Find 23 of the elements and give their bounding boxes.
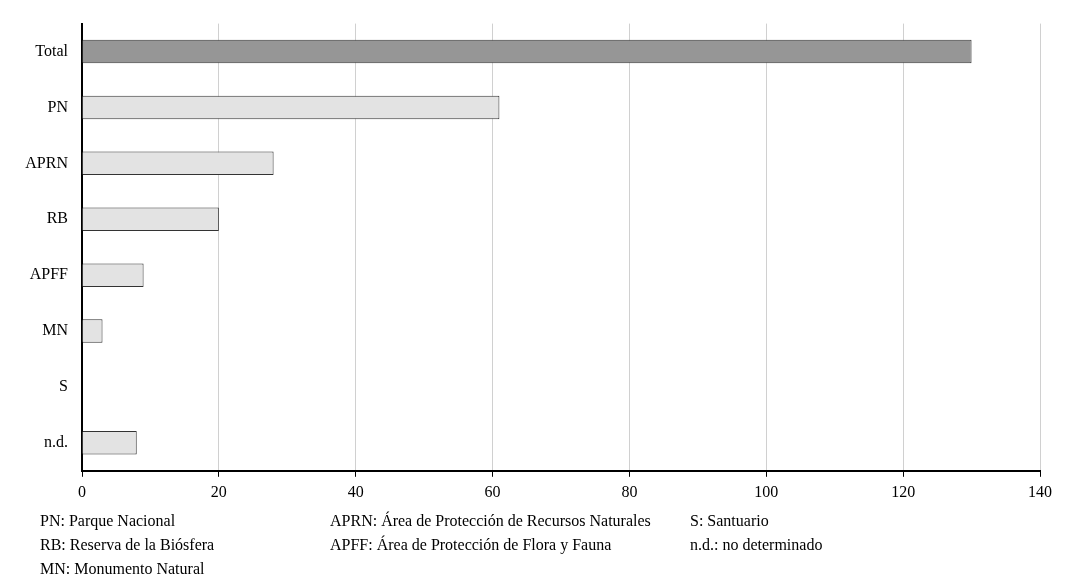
text: APRN: Área de Protección de Recursos Naturales [330,510,652,531]
x-tick-label: 100 [754,482,779,500]
text: RB: Reserva de la Biósfera [40,535,216,555]
text: n.d.: no determinado [690,535,824,555]
y-tick-label: Total [35,41,69,59]
y-tick-label: RB [46,209,68,227]
y-tick-label: S [59,377,68,395]
x-tick-label: 80 [621,482,638,500]
y-tick-label: n.d. [44,433,68,451]
y-tick-label: APFF [29,265,69,283]
y-tick-label: MN [42,321,69,339]
text: MN: Monumento Natural [40,559,206,579]
x-tick-label: 20 [210,482,227,500]
text: APFF: Área de Protección de Flora y Fauna [330,534,613,556]
x-tick-label: 0 [78,482,86,500]
x-tick-label: 120 [891,482,916,500]
text: PN: Parque Nacional [40,511,177,532]
y-tick-label: PN [47,97,69,115]
text: S: Santuario [690,511,770,531]
x-tick-label: 140 [1028,482,1052,500]
y-tick-label: APRN [25,153,69,171]
x-tick-label: 60 [484,482,501,500]
x-tick-label: 40 [347,482,364,500]
